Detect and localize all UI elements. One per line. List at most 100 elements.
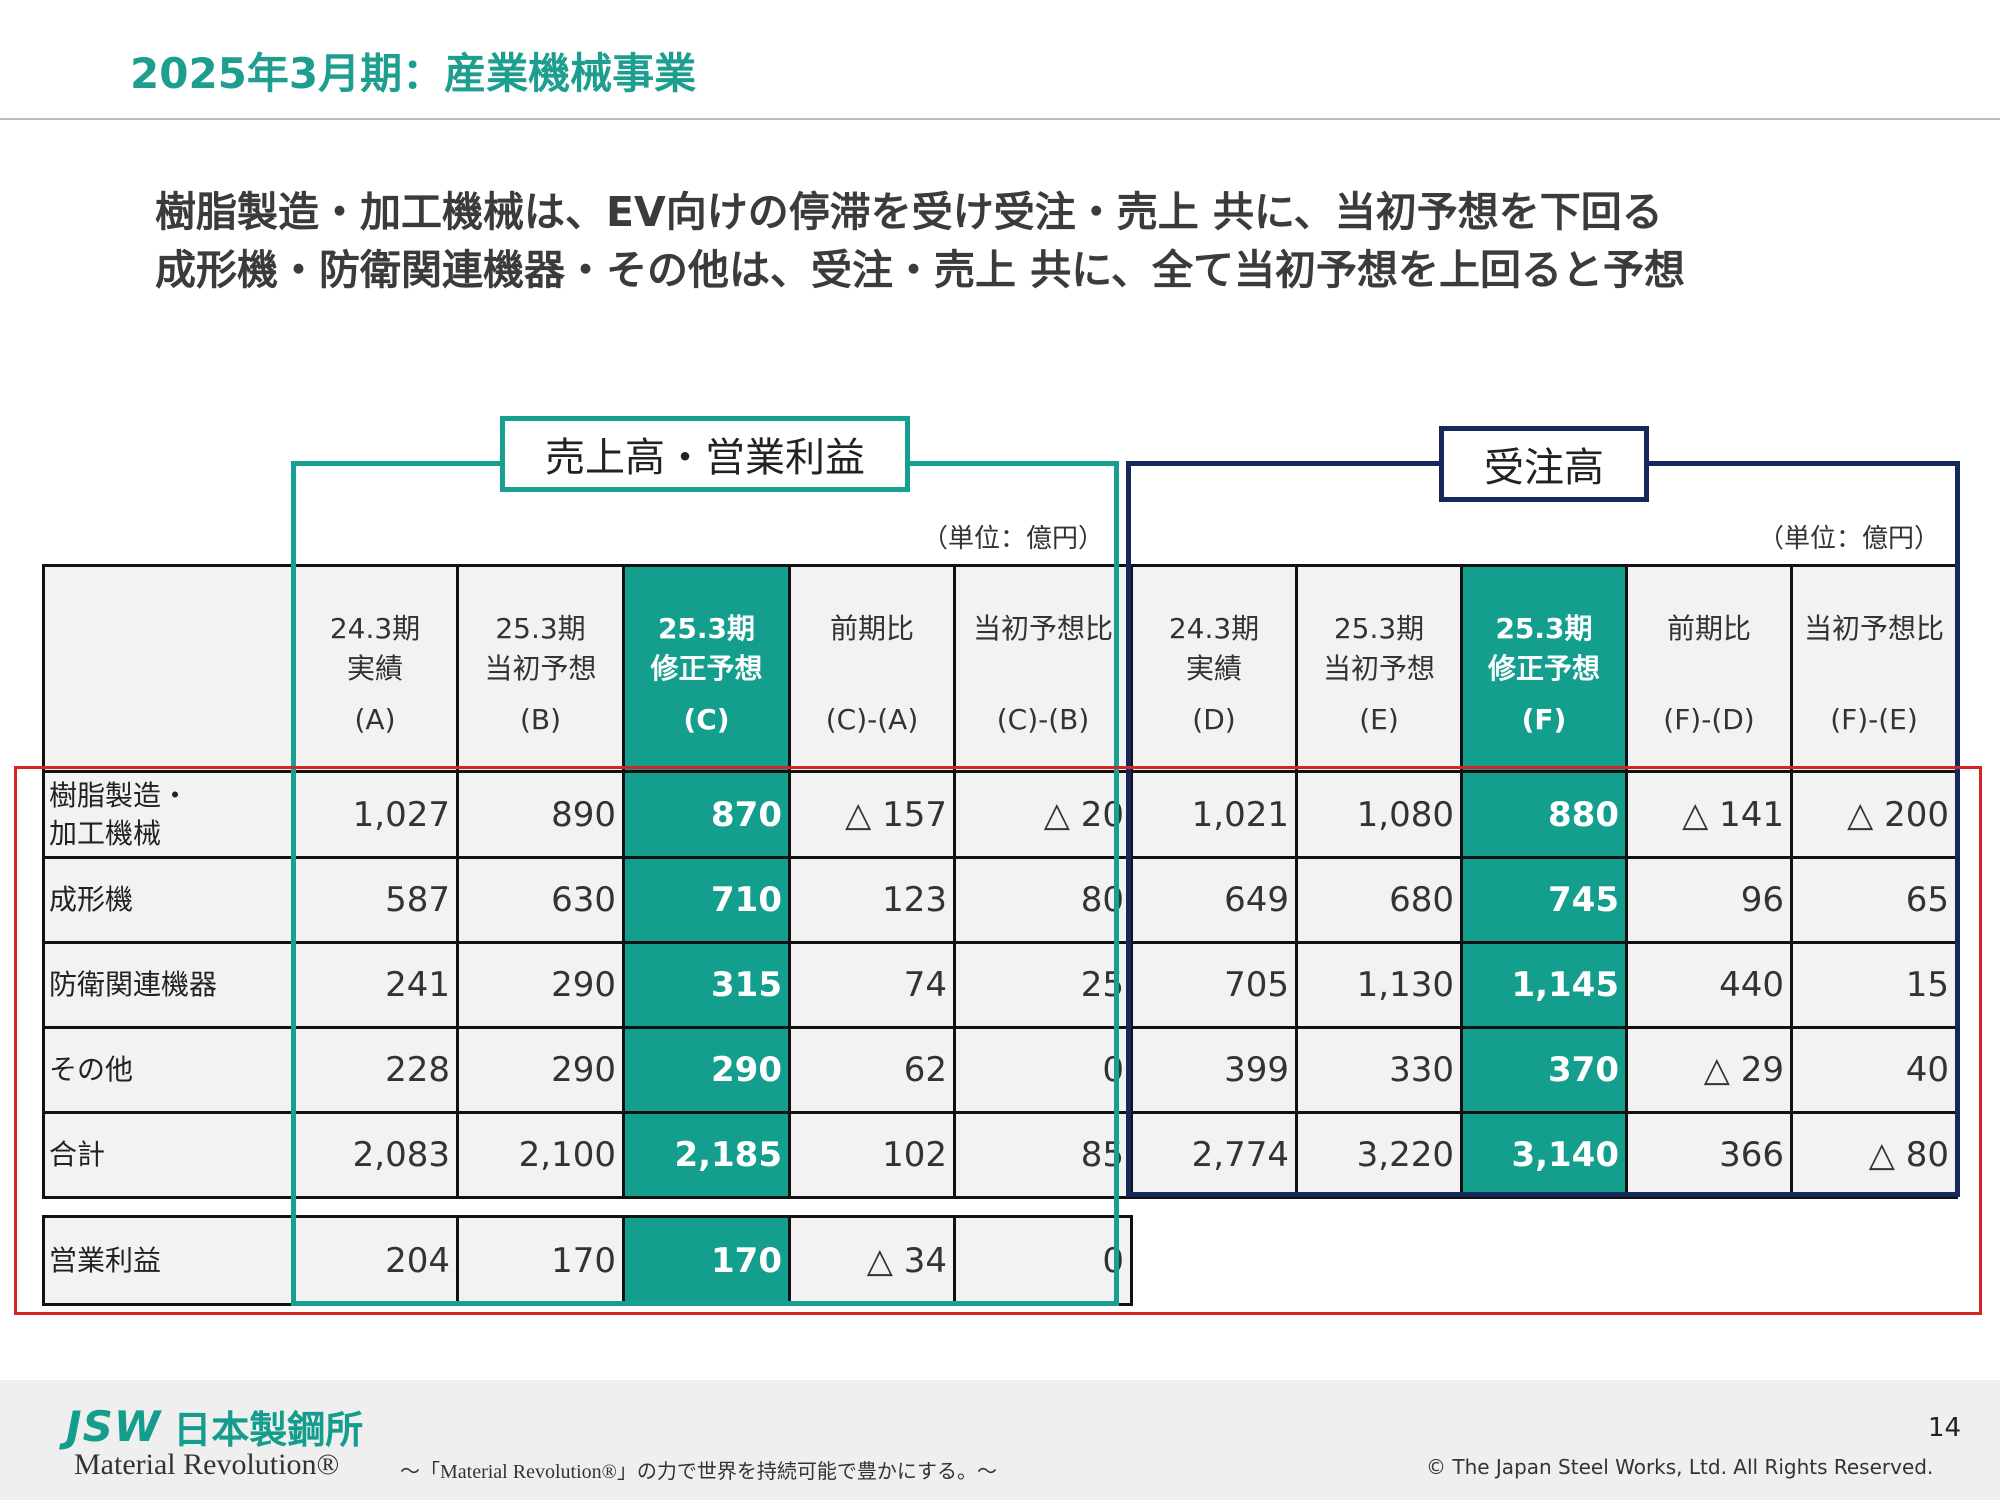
column-header-title: 25.3期 修正予想 bbox=[1488, 609, 1600, 689]
column-header-line-1: 当初予想比 bbox=[972, 612, 1113, 645]
table-cell: 102 bbox=[788, 1111, 956, 1199]
table-cell: 123 bbox=[788, 856, 956, 944]
table-cell: 80 bbox=[953, 856, 1133, 944]
company-logo: JSW 日本製鋼所 bbox=[66, 1399, 363, 1454]
column-header-title: 25.3期当初予想 bbox=[484, 609, 596, 689]
table-cell: △ 29 bbox=[1625, 1026, 1793, 1114]
table-cell: △ 141 bbox=[1625, 770, 1793, 859]
column-header-title: 25.3期当初予想 bbox=[1323, 609, 1435, 689]
column-header-code: (B) bbox=[519, 703, 562, 736]
copyright: © The Japan Steel Works, Ltd. All Rights… bbox=[1426, 1455, 1934, 1479]
row-label-text: 防衛関連機器 bbox=[49, 968, 218, 1001]
table-cell: 15 bbox=[1790, 941, 1958, 1029]
orders-section-label: 受注高 bbox=[1439, 426, 1649, 502]
row-label: 樹脂製造・ 加工機械 bbox=[42, 770, 294, 859]
table-cell: 680 bbox=[1295, 856, 1463, 944]
table-cell: 587 bbox=[291, 856, 459, 944]
column-header-code: (F)-(E) bbox=[1830, 703, 1918, 736]
column-header-line-1: 25.3期 bbox=[1333, 612, 1425, 645]
table-cell: 290 bbox=[456, 1026, 625, 1114]
headline-line-1: 樹脂製造・加工機械は、EV向けの停滞を受け受注・売上 共に、当初予想を下回る bbox=[155, 188, 1663, 236]
logo-jsw-mark: JSW bbox=[66, 1402, 162, 1451]
column-header-code: (F)-(D) bbox=[1663, 703, 1755, 736]
table-cell: 2,774 bbox=[1130, 1111, 1298, 1199]
footer bbox=[0, 1380, 2000, 1500]
column-header: 25.3期当初予想 (E) bbox=[1295, 564, 1463, 773]
table-cell: △ 157 bbox=[788, 770, 956, 859]
table-cell: 330 bbox=[1295, 1026, 1463, 1114]
column-header-code: (F) bbox=[1521, 703, 1567, 736]
table-cell: 3,140 bbox=[1460, 1111, 1628, 1199]
table-cell: 241 bbox=[291, 941, 459, 1029]
table-cell: 290 bbox=[622, 1026, 791, 1114]
table-cell: 630 bbox=[456, 856, 625, 944]
table-cell: 65 bbox=[1790, 856, 1958, 944]
logo-company-name: 日本製鋼所 bbox=[173, 1408, 364, 1452]
table-cell: 315 bbox=[622, 941, 791, 1029]
column-header: 24.3期 実績 (A) bbox=[291, 564, 459, 773]
row-label-text: 成形機 bbox=[49, 883, 134, 916]
page-number: 14 bbox=[1928, 1413, 1962, 1443]
column-header-title: 当初予想比 bbox=[1804, 609, 1944, 649]
column-header: 25.3期 修正予想 (F) bbox=[1460, 564, 1628, 773]
table-cell: 2,100 bbox=[456, 1111, 625, 1199]
column-header-line-2: 当初予想 bbox=[484, 652, 597, 685]
column-header: 当初予想比 (C)-(B) bbox=[953, 564, 1133, 773]
table-cell: 745 bbox=[1460, 856, 1628, 944]
table-cell: 1,130 bbox=[1295, 941, 1463, 1029]
column-header-title: 前期比 bbox=[1667, 609, 1751, 649]
column-header-line-1: 24.3期 bbox=[1168, 612, 1260, 645]
column-header-line-2: 当初予想 bbox=[1322, 652, 1435, 685]
table-cell: 85 bbox=[953, 1111, 1133, 1199]
table-cell: △ 200 bbox=[1790, 770, 1958, 859]
column-header-line-2: 実績 bbox=[346, 652, 403, 685]
table-cell: 710 bbox=[622, 856, 791, 944]
table-cell: 1,145 bbox=[1460, 941, 1628, 1029]
table-cell: △ 20 bbox=[953, 770, 1133, 859]
headline-line-2: 成形機・防衛関連機器・その他は、受注・売上 共に、全て当初予想を上回ると予想 bbox=[155, 246, 1686, 294]
table-cell: 0 bbox=[953, 1026, 1133, 1114]
table-cell: 440 bbox=[1625, 941, 1793, 1029]
table-cell: 74 bbox=[788, 941, 956, 1029]
column-header: 25.3期当初予想 (B) bbox=[456, 564, 625, 773]
tagline-sub: ～「Material Revolution®」の力で世界を持続可能で豊かにする。… bbox=[400, 1461, 998, 1483]
column-header-line-2: 実績 bbox=[1185, 652, 1242, 685]
column-header-code: (C)-(B) bbox=[996, 703, 1090, 736]
page-title: 2025年3月期：産業機械事業 bbox=[130, 49, 697, 98]
table-cell: 40 bbox=[1790, 1026, 1958, 1114]
table-cell: △ 80 bbox=[1790, 1111, 1958, 1199]
column-header: 25.3期 修正予想 (C) bbox=[622, 564, 791, 773]
table-cell: 228 bbox=[291, 1026, 459, 1114]
table-header-corner bbox=[42, 564, 294, 773]
table-cell: △ 34 bbox=[788, 1215, 956, 1306]
column-header-line-1: 当初予想比 bbox=[1803, 612, 1944, 645]
column-header-line-2: 修正予想 bbox=[650, 652, 763, 685]
table-cell: 62 bbox=[788, 1026, 956, 1114]
table-cell: 290 bbox=[456, 941, 625, 1029]
column-header-line-1: 25.3期 bbox=[657, 612, 756, 645]
column-header: 24.3期実績 (D) bbox=[1130, 564, 1298, 773]
table-cell: 1,021 bbox=[1130, 770, 1298, 859]
column-header-line-1: 25.3期 bbox=[495, 612, 586, 645]
row-label-operating-profit: 営業利益 bbox=[42, 1215, 294, 1306]
column-header: 前期比 (C)-(A) bbox=[788, 564, 956, 773]
row-label-text: その他 bbox=[49, 1053, 134, 1086]
column-header-code: (C)-(A) bbox=[825, 703, 919, 736]
table-cell: 649 bbox=[1130, 856, 1298, 944]
table-cell: 96 bbox=[1625, 856, 1793, 944]
table-cell: 2,185 bbox=[622, 1111, 791, 1199]
row-label: 防衛関連機器 bbox=[42, 941, 294, 1029]
row-label-text: 樹脂製造・ 加工機械 bbox=[49, 778, 190, 850]
headline: 樹脂製造・加工機械は、EV向けの停滞を受け受注・売上 共に、当初予想を下回る 成… bbox=[155, 183, 1685, 299]
sales-section-label: 売上高・営業利益 bbox=[500, 416, 910, 492]
column-header: 当初予想比 (F)-(E) bbox=[1790, 564, 1958, 773]
row-label: 合計 bbox=[42, 1111, 294, 1199]
table-cell: 705 bbox=[1130, 941, 1298, 1029]
table-cell: 3,220 bbox=[1295, 1111, 1463, 1199]
column-header-code: (D) bbox=[1192, 703, 1236, 736]
table-cell: 880 bbox=[1460, 770, 1628, 859]
row-label: その他 bbox=[42, 1026, 294, 1114]
table-cell: 170 bbox=[456, 1215, 625, 1306]
table-cell: 0 bbox=[953, 1215, 1133, 1306]
column-header-code: (E) bbox=[1359, 703, 1399, 736]
